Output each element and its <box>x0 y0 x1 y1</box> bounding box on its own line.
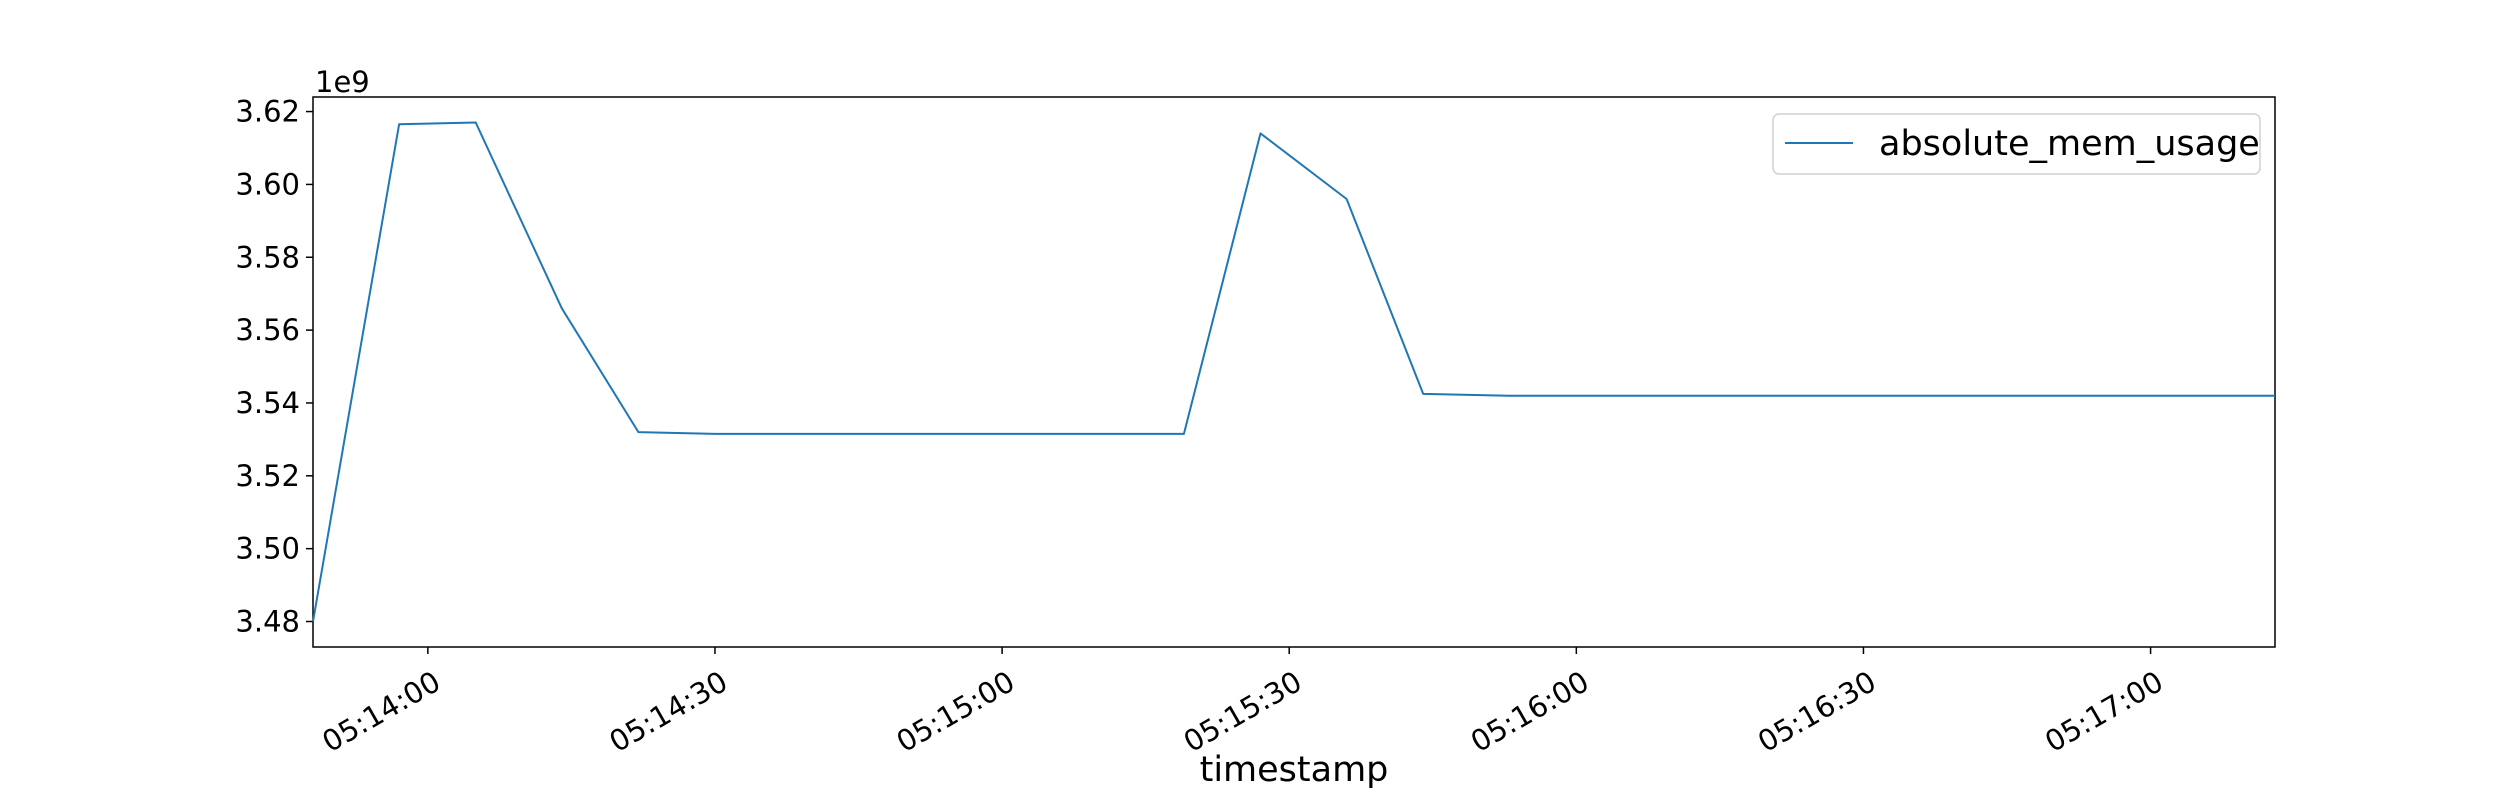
x-tick-label: 05:16:00 <box>1465 664 1595 759</box>
y-offset-label: 1e9 <box>315 65 370 99</box>
x-tick-label: 05:17:00 <box>2039 664 2169 759</box>
y-tick-label: 3.62 <box>235 95 300 129</box>
x-tick-label: 05:15:30 <box>1178 664 1308 759</box>
y-tick-label: 3.60 <box>235 167 300 201</box>
series-layer <box>312 121 2275 622</box>
y-axis-ticks: 3.48 3.50 3.52 3.54 3.56 3.58 3.60 3.62 <box>235 95 313 639</box>
legend: absolute_mem_usage <box>1772 113 2261 175</box>
x-tick-label: 05:14:30 <box>603 664 733 759</box>
y-tick-label: 3.48 <box>235 605 300 639</box>
y-tick-label: 3.54 <box>235 386 300 420</box>
x-axis-ticks: 05:14:00 05:14:30 05:15:00 05:15:30 05:16:00… <box>316 647 2169 759</box>
x-tick-label: 05:14:00 <box>316 664 446 759</box>
x-tick-label: 05:16:30 <box>1752 664 1882 759</box>
y-tick-label: 3.52 <box>235 459 300 493</box>
x-tick-label: 05:15:00 <box>891 664 1021 759</box>
x-axis-label: timestamp <box>1200 750 1389 790</box>
y-tick-label: 3.56 <box>235 313 300 347</box>
y-tick-label: 3.58 <box>235 240 300 274</box>
plot-area <box>312 96 2276 648</box>
series-line <box>312 121 2275 622</box>
legend-series-label: absolute_mem_usage <box>1879 124 2260 164</box>
y-tick-label: 3.50 <box>235 532 300 566</box>
legend-box <box>1772 113 2261 175</box>
